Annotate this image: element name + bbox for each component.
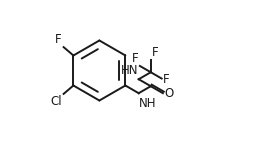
Text: F: F — [132, 52, 139, 65]
Text: F: F — [151, 46, 158, 59]
Text: F: F — [55, 33, 62, 46]
Text: Cl: Cl — [50, 95, 62, 108]
Text: F: F — [163, 73, 169, 86]
Text: NH: NH — [139, 97, 156, 110]
Text: HN: HN — [120, 64, 138, 77]
Text: O: O — [164, 87, 174, 100]
